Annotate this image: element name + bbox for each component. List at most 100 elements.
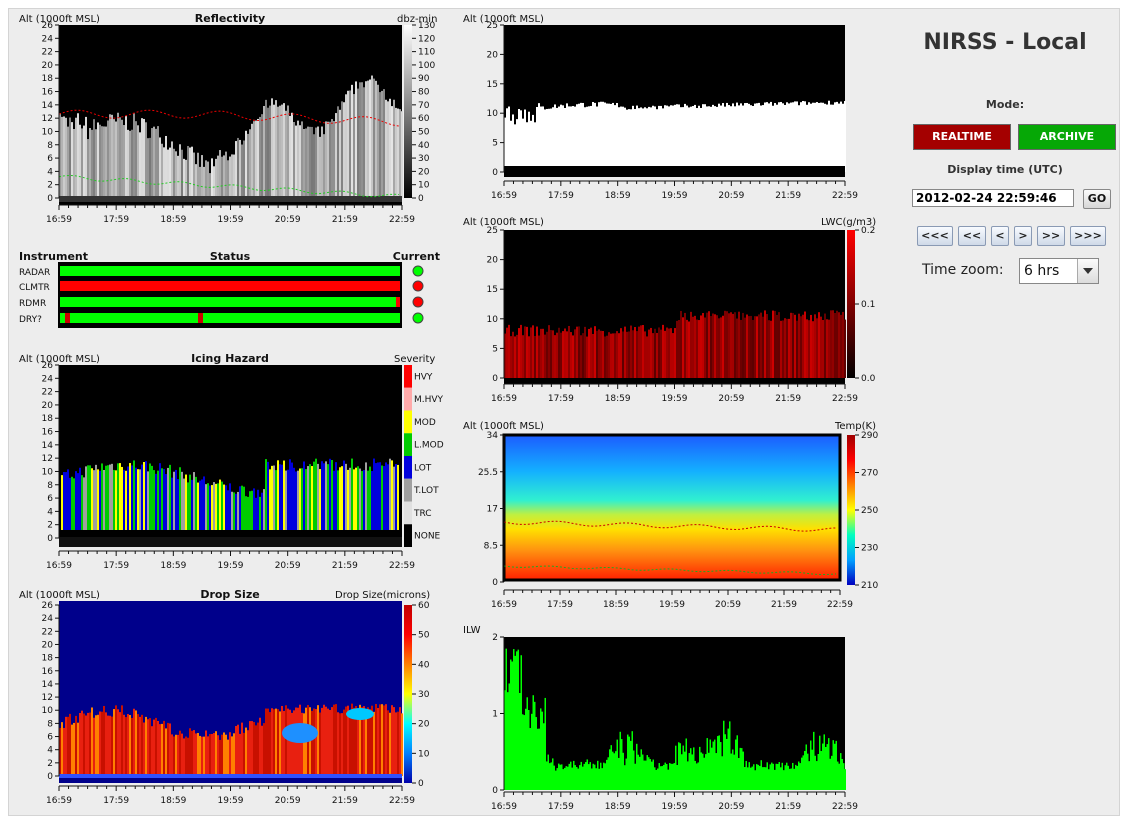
reflectivity-column — [235, 141, 237, 198]
reflectivity-column — [131, 129, 133, 198]
icing-column — [121, 466, 123, 530]
nav-first-button[interactable]: <<< — [917, 226, 953, 246]
dropsize-column — [285, 705, 287, 776]
icing-column — [355, 467, 357, 530]
nav-prev-page-button[interactable]: << — [958, 226, 986, 246]
go-button[interactable]: GO — [1083, 189, 1111, 209]
chevron-down-icon[interactable] — [1077, 259, 1098, 283]
ilw-column — [784, 765, 786, 790]
dropsize-column — [199, 735, 201, 776]
ilw-column — [639, 756, 641, 790]
dropsize-column — [133, 708, 135, 776]
lwc-column — [738, 311, 740, 378]
icing-column — [221, 481, 223, 530]
lwc-column — [806, 319, 808, 378]
dropsize-column — [389, 712, 391, 776]
ilw-column — [567, 766, 569, 790]
time-tick-label: 19:59 — [659, 600, 685, 610]
cloud-mask-column — [674, 104, 676, 172]
lwc-column — [802, 314, 804, 378]
dropsize-column — [393, 707, 395, 776]
ilw-column — [652, 759, 654, 790]
cloud-mask-column — [740, 103, 742, 172]
cloud-mask-column — [612, 102, 614, 172]
reflectivity-column — [261, 114, 263, 198]
dropsize-column — [103, 705, 105, 776]
time-zoom-value: 6 hrs — [1024, 263, 1060, 279]
reflectivity-column — [331, 119, 333, 198]
lwc-column — [608, 332, 610, 378]
icing-column — [243, 486, 245, 530]
dropsize-column — [293, 710, 295, 776]
dropsize-column — [65, 716, 67, 776]
time-zoom-select[interactable]: 6 hrs — [1019, 258, 1099, 284]
archive-button[interactable]: ARCHIVE — [1018, 124, 1116, 150]
lwc-column — [720, 317, 722, 378]
reflectivity-column — [109, 114, 111, 198]
icing-column — [283, 460, 285, 530]
ilw-column — [571, 767, 573, 790]
reflectivity-column — [363, 87, 365, 198]
dropsize-column — [357, 711, 359, 776]
ilw-column — [796, 765, 798, 790]
reflectivity-column — [161, 143, 163, 198]
cloud-mask-column — [652, 105, 654, 172]
cloud-mask-column — [706, 106, 708, 172]
icing-column — [377, 462, 379, 530]
lwc-column — [604, 336, 606, 378]
ilw-column — [540, 708, 542, 790]
reflectivity-column — [267, 107, 269, 198]
ilw-column — [736, 735, 738, 790]
reflectivity-column — [379, 92, 381, 198]
time-tick-label: 22:59 — [832, 802, 858, 812]
realtime-button[interactable]: REALTIME — [913, 124, 1011, 150]
reflectivity-column — [163, 147, 165, 198]
reflectivity-column — [181, 149, 183, 198]
nav-next-button[interactable]: > — [1014, 226, 1032, 246]
time-tick-label: 19:59 — [218, 215, 244, 225]
cloud-mask-column — [704, 104, 706, 172]
icing-column — [131, 465, 133, 530]
icing-column — [201, 479, 203, 530]
reflectivity-column — [277, 106, 279, 198]
nav-next-page-button[interactable]: >> — [1037, 226, 1065, 246]
nav-prev-button[interactable]: < — [991, 226, 1009, 246]
alt-tick-label: 26 — [42, 601, 54, 611]
cloud-mask-column — [512, 114, 514, 172]
colorbar-title: dbz-min — [397, 14, 437, 25]
cloud-mask-column — [642, 108, 644, 172]
dropsize-column — [83, 713, 85, 776]
alt-tick-label: 8.5 — [484, 541, 498, 551]
dropsize-column — [191, 730, 193, 776]
lwc-column — [782, 320, 784, 378]
ilw-column — [798, 761, 800, 790]
ground-band — [59, 537, 402, 547]
icing-column — [319, 469, 321, 530]
ilw-column — [654, 767, 656, 790]
icing-column — [137, 469, 139, 530]
dropsize-column — [331, 707, 333, 776]
ilw-column — [823, 734, 825, 790]
dropsize-column — [107, 715, 109, 776]
reflectivity-column — [227, 160, 229, 198]
display-time-input[interactable] — [912, 189, 1074, 207]
dropsize-column — [105, 712, 107, 776]
dropsize-column — [333, 704, 335, 776]
ilw-column — [781, 762, 783, 790]
reflectivity-column — [287, 105, 289, 198]
alt-tick-label: 12 — [42, 693, 53, 703]
ilw-column — [547, 754, 549, 790]
ilw-column — [655, 769, 657, 790]
lwc-column — [698, 320, 700, 378]
ilw-column — [763, 767, 765, 790]
cloud-mask-column — [842, 103, 844, 172]
nav-last-button[interactable]: >>> — [1070, 226, 1106, 246]
cloud-mask-column — [838, 103, 840, 172]
icing-column — [101, 463, 103, 530]
cloud-mask-column — [792, 102, 794, 172]
cloud-mask-column — [552, 107, 554, 172]
cloud-mask-column — [608, 103, 610, 172]
reflectivity-column — [273, 104, 275, 198]
ilw-column — [672, 763, 674, 790]
dropsize-column — [365, 710, 367, 776]
